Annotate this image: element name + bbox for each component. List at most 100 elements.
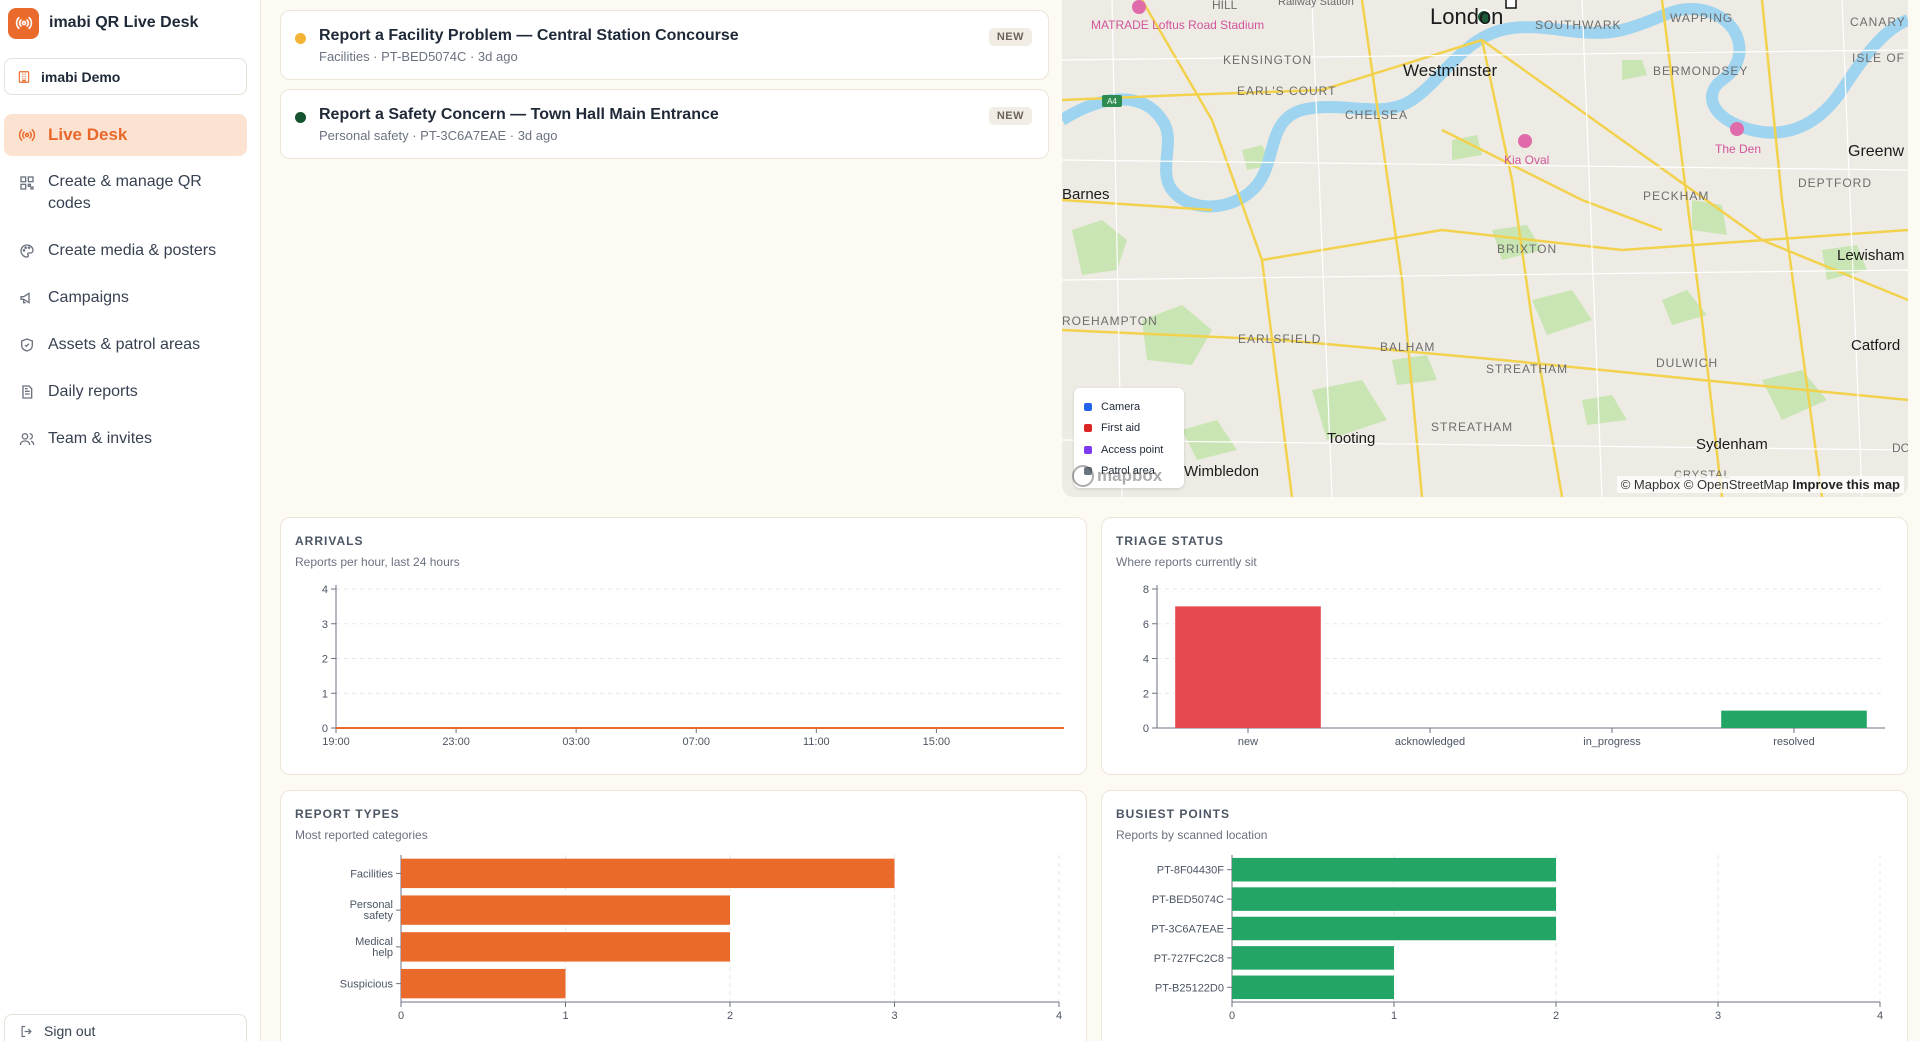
sidebar-item-label: Create media & posters — [48, 242, 217, 259]
map-label-southwark: SOUTHWARK — [1535, 18, 1622, 32]
panel-title: BUSIEST POINTS — [1116, 807, 1231, 821]
report-card[interactable]: Report a Safety Concern — Town Hall Main… — [280, 89, 1049, 159]
attribution-text[interactable]: © Mapbox © OpenStreetMap — [1620, 477, 1789, 492]
map-legend: Camera First aid Access point Patrol are… — [1074, 388, 1184, 488]
y-tick-label: 4 — [322, 584, 328, 596]
y-tick-label: 1 — [322, 688, 328, 700]
map-canvas[interactable]: A4 London Westminster SOUTHWARK WAPPING … — [1062, 0, 1908, 497]
sidebar-item-daily-reports[interactable]: Daily reports — [4, 371, 247, 413]
report-meta: Facilities · PT-BED5074C · 3d ago — [319, 49, 518, 64]
map-label-streatham: STREATHAM — [1486, 362, 1568, 376]
x-tick-label: resolved — [1773, 736, 1815, 748]
y-tick-label: Facilities — [350, 868, 393, 880]
panel-subtitle: Most reported categories — [295, 828, 428, 842]
report-types-chart: 0 1 2 3 4 Facilities Personal safety Medical help… — [340, 855, 1062, 1022]
y-tick-label: 2 — [1143, 688, 1149, 700]
stadium-pin-icon[interactable] — [1518, 134, 1532, 148]
bar — [401, 895, 730, 925]
sign-out-icon — [19, 1024, 34, 1039]
status-badge: NEW — [988, 28, 1032, 46]
map-label-earls-court: EARL'S COURT — [1237, 84, 1336, 98]
qr-code-icon — [18, 174, 36, 192]
map[interactable]: A4 London Westminster SOUTHWARK WAPPING … — [1062, 0, 1908, 497]
map-label-chelsea: CHELSEA — [1345, 108, 1408, 122]
shield-icon — [18, 336, 36, 354]
bar — [1232, 887, 1556, 911]
x-tick-label: 2 — [727, 1010, 733, 1022]
sidebar-item-live-desk[interactable]: Live Desk — [4, 114, 247, 156]
bar — [401, 968, 566, 999]
bar — [1232, 857, 1556, 882]
x-tick-label: 11:00 — [803, 736, 830, 748]
map-label-the-den: The Den — [1715, 142, 1761, 156]
x-tick-label: 3 — [1715, 1010, 1721, 1022]
brand[interactable]: imabi QR Live Desk — [8, 7, 198, 39]
legend-label: First aid — [1101, 422, 1141, 435]
sidebar-item-label: Assets & patrol areas — [48, 336, 201, 353]
megaphone-icon — [18, 289, 36, 307]
map-label-earlsfield: EARLSFIELD — [1238, 332, 1321, 346]
sidebar-item-campaigns[interactable]: Campaigns — [4, 277, 247, 319]
x-tick-label: 4 — [1877, 1010, 1883, 1022]
bar — [1232, 975, 1394, 1000]
legend-label: Camera — [1101, 400, 1141, 413]
x-tick-label: 19:00 — [322, 736, 350, 748]
map-label-roehampton: ROEHAMPTON — [1062, 314, 1158, 328]
sidebar-item-team-invites[interactable]: Team & invites — [4, 418, 247, 460]
sidebar-item-label: Create & manage QR codes — [48, 173, 202, 212]
sidebar-item-media-posters[interactable]: Create media & posters — [4, 230, 247, 272]
bar — [1721, 710, 1867, 728]
mapbox-logo-icon — [1072, 465, 1094, 487]
map-label-dulwich: DULWICH — [1656, 356, 1718, 370]
map-label-barnes: Barnes — [1062, 186, 1110, 203]
map-label-balham: BALHAM — [1380, 340, 1435, 354]
map-label-dc: DC — [1892, 441, 1908, 455]
bar — [401, 858, 895, 889]
map-label-canary-wharf: CANARY WHARF — [1850, 15, 1908, 29]
sign-out-button[interactable]: Sign out — [4, 1014, 247, 1041]
improve-map-link[interactable]: Improve this map — [1792, 477, 1900, 492]
map-label-peckham: PECKHAM — [1643, 189, 1709, 203]
sidebar-item-assets-patrol[interactable]: Assets & patrol areas — [4, 324, 247, 366]
map-label-tooting: Tooting — [1327, 430, 1375, 447]
palette-icon — [18, 242, 36, 260]
x-tick-label: 1 — [1391, 1010, 1397, 1022]
map-label-railway: Railway Station — [1278, 0, 1354, 8]
stadium-pin-icon[interactable] — [1730, 122, 1744, 136]
map-label-lewisham: Lewisham — [1837, 247, 1905, 264]
status-dot — [295, 33, 306, 44]
y-tick-label: PT-8F04430F — [1157, 865, 1225, 877]
panel-title: TRIAGE STATUS — [1116, 534, 1224, 548]
users-icon — [18, 430, 36, 448]
map-label-london: London — [1430, 4, 1503, 29]
stadium-pin-icon[interactable] — [1132, 0, 1146, 14]
sidebar-item-qr-codes[interactable]: Create & manage QR codes — [4, 161, 247, 225]
x-tick-label: 0 — [398, 1010, 404, 1022]
org-switcher[interactable]: imabi Demo — [4, 58, 247, 95]
x-tick-label: 2 — [1553, 1010, 1559, 1022]
map-label-kia-oval: Kia Oval — [1504, 153, 1549, 167]
road-label-a4: A4 — [1107, 97, 1117, 106]
bar — [1232, 946, 1394, 970]
panel-title: REPORT TYPES — [295, 807, 400, 821]
report-location-marker[interactable] — [1505, 0, 1517, 9]
map-label-matrade: MATRADE Loftus Road Stadium — [1091, 18, 1264, 32]
x-tick-label: new — [1238, 736, 1258, 748]
legend-label: Access point — [1101, 443, 1164, 456]
building-icon — [17, 70, 31, 84]
map-roads — [1062, 0, 1908, 497]
river-thames — [1062, 3, 1908, 213]
y-tick-label: 8 — [1143, 584, 1149, 596]
report-card[interactable]: Report a Facility Problem — Central Stat… — [280, 10, 1049, 80]
report-location-marker[interactable] — [1476, 9, 1492, 25]
panel-subtitle: Where reports currently sit — [1116, 555, 1257, 569]
map-label-hill: HILL — [1212, 0, 1238, 12]
panel-subtitle: Reports per hour, last 24 hours — [295, 555, 460, 569]
x-tick-label: in_progress — [1583, 736, 1641, 748]
y-tick-label: 3 — [322, 619, 328, 631]
mapbox-logo[interactable]: mapbox — [1072, 465, 1162, 487]
y-tick-label: 4 — [1143, 654, 1149, 666]
x-tick-label: 07:00 — [682, 736, 710, 748]
legend-swatch — [1084, 402, 1092, 411]
y-tick-label: Medical help — [355, 936, 393, 959]
